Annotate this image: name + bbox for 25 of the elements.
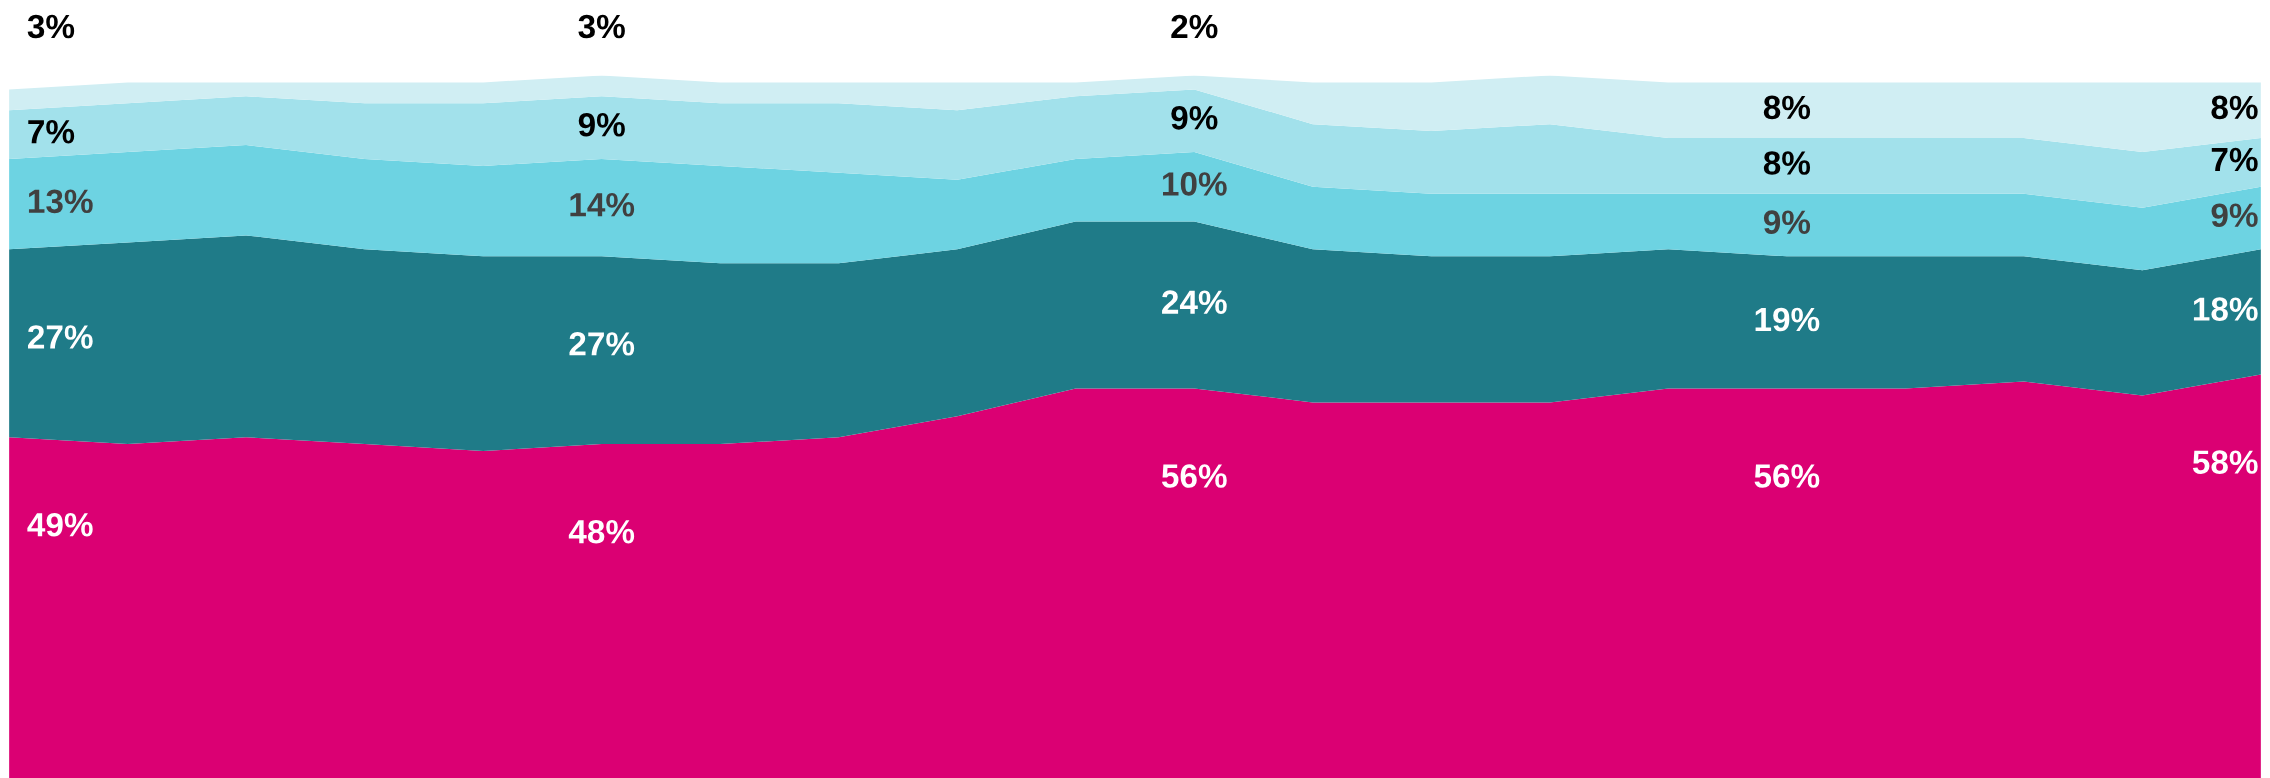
data-label: 56% <box>1754 464 1820 488</box>
data-label: 9% <box>1171 106 1218 130</box>
data-label: 2% <box>1171 14 1218 39</box>
data-label: 3% <box>578 14 625 39</box>
data-label: 58% <box>2192 450 2258 474</box>
data-label: 8% <box>2211 95 2258 120</box>
data-label: 13% <box>28 189 93 214</box>
data-label: 8% <box>1763 151 1811 175</box>
data-label: 18% <box>2193 297 2258 321</box>
data-label: 9% <box>1763 210 1811 234</box>
data-label: 49% <box>27 512 93 537</box>
data-label: 27% <box>569 332 635 356</box>
data-label: 56% <box>1161 464 1227 488</box>
data-label: 14% <box>570 193 635 217</box>
data-label: 9% <box>578 112 625 137</box>
data-label: 27% <box>28 325 93 349</box>
data-label: 7% <box>28 120 75 144</box>
data-label: 19% <box>1755 307 1820 332</box>
data-label: 24% <box>1162 290 1227 314</box>
data-label: 8% <box>1763 95 1811 120</box>
data-label: 7% <box>2211 147 2258 172</box>
data-label: 48% <box>568 519 635 544</box>
data-label: 10% <box>1163 172 1227 196</box>
data-label: 3% <box>27 14 75 39</box>
data-label: 9% <box>2211 203 2258 228</box>
